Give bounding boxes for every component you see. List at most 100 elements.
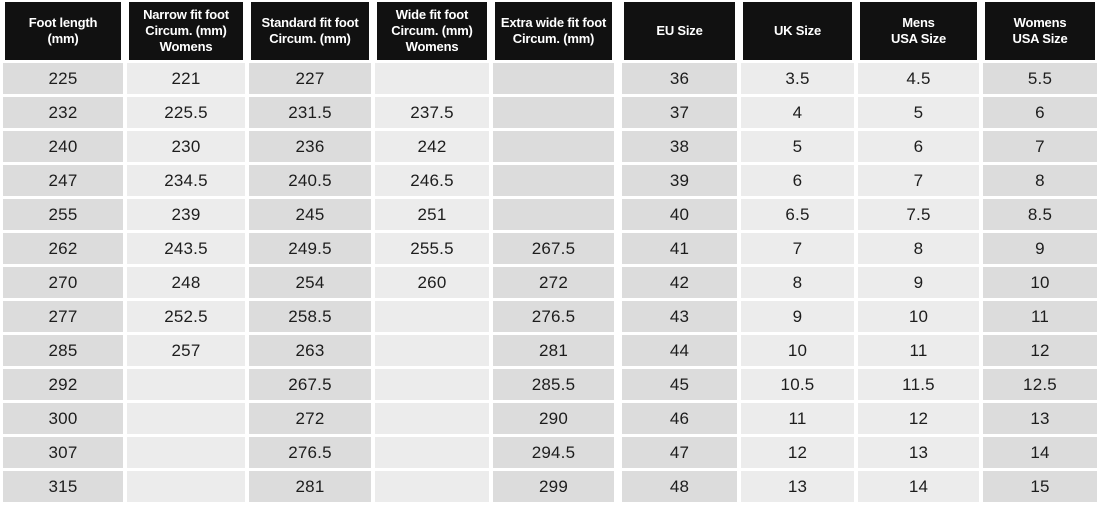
table-cell: 315 xyxy=(3,471,123,502)
table-cell xyxy=(375,301,489,332)
table-cell: 300 xyxy=(3,403,123,434)
table-cell: 234.5 xyxy=(127,165,245,196)
table-cell xyxy=(493,63,614,94)
table-cell: 246.5 xyxy=(375,165,489,196)
table-cell: 14 xyxy=(858,471,979,502)
table-cell: 248 xyxy=(127,267,245,298)
table-cell: 242 xyxy=(375,131,489,162)
table-cell: 10.5 xyxy=(741,369,854,400)
table-cell: 5.5 xyxy=(983,63,1097,94)
table-cell: 11 xyxy=(983,301,1097,332)
table-cell: 255.5 xyxy=(375,233,489,264)
table-cell: 276.5 xyxy=(493,301,614,332)
table-cell: 236 xyxy=(249,131,371,162)
table-cell xyxy=(127,403,245,434)
table-cell xyxy=(375,437,489,468)
table-cell: 240 xyxy=(3,131,123,162)
table-cell: 252.5 xyxy=(127,301,245,332)
table-cell xyxy=(375,471,489,502)
table-cell: 13 xyxy=(741,471,854,502)
table-cell: 257 xyxy=(127,335,245,366)
table-cell: 255 xyxy=(3,199,123,230)
table-cell xyxy=(375,63,489,94)
column-header-narrow-fit-circumference: Narrow fit foot Circum. (mm) Womens xyxy=(129,2,243,60)
table-cell: 290 xyxy=(493,403,614,434)
table-cell: 6 xyxy=(741,165,854,196)
column-header-eu-size: EU Size xyxy=(620,2,735,60)
table-cell: 5 xyxy=(858,97,979,128)
table-cell: 262 xyxy=(3,233,123,264)
table-cell xyxy=(375,369,489,400)
table-cell: 12 xyxy=(983,335,1097,366)
table-cell: 8 xyxy=(858,233,979,264)
column-header-uk-size: UK Size xyxy=(743,2,852,60)
table-cell: 272 xyxy=(493,267,614,298)
table-cell: 263 xyxy=(249,335,371,366)
table-cell: 227 xyxy=(249,63,371,94)
column-header-extra-wide-fit-circumference: Extra wide fit foot Circum. (mm) xyxy=(495,2,612,60)
table-cell: 36 xyxy=(618,63,737,94)
table-cell: 38 xyxy=(618,131,737,162)
table-cell: 6 xyxy=(858,131,979,162)
table-cell: 8 xyxy=(741,267,854,298)
table-cell: 230 xyxy=(127,131,245,162)
table-cell xyxy=(493,199,614,230)
table-cell: 247 xyxy=(3,165,123,196)
table-cell: 225.5 xyxy=(127,97,245,128)
table-cell: 14 xyxy=(983,437,1097,468)
table-cell: 40 xyxy=(618,199,737,230)
table-cell: 42 xyxy=(618,267,737,298)
table-cell: 281 xyxy=(493,335,614,366)
table-cell: 12.5 xyxy=(983,369,1097,400)
table-cell: 9 xyxy=(858,267,979,298)
table-cell: 8 xyxy=(983,165,1097,196)
table-cell: 11 xyxy=(858,335,979,366)
table-cell xyxy=(375,403,489,434)
table-cell: 9 xyxy=(741,301,854,332)
table-cell: 8.5 xyxy=(983,199,1097,230)
column-header-standard-fit-circumference: Standard fit foot Circum. (mm) xyxy=(251,2,369,60)
table-cell: 11 xyxy=(741,403,854,434)
table-cell: 45 xyxy=(618,369,737,400)
table-cell: 294.5 xyxy=(493,437,614,468)
table-cell: 10 xyxy=(858,301,979,332)
table-cell: 7.5 xyxy=(858,199,979,230)
table-cell xyxy=(493,131,614,162)
table-cell: 13 xyxy=(858,437,979,468)
table-cell: 272 xyxy=(249,403,371,434)
table-cell: 13 xyxy=(983,403,1097,434)
table-cell: 285 xyxy=(3,335,123,366)
table-cell: 4 xyxy=(741,97,854,128)
table-cell: 299 xyxy=(493,471,614,502)
table-cell xyxy=(493,165,614,196)
table-cell: 4.5 xyxy=(858,63,979,94)
table-cell: 10 xyxy=(741,335,854,366)
table-cell: 240.5 xyxy=(249,165,371,196)
table-cell: 232 xyxy=(3,97,123,128)
table-cell: 281 xyxy=(249,471,371,502)
table-cell: 231.5 xyxy=(249,97,371,128)
table-cell: 307 xyxy=(3,437,123,468)
table-cell: 267.5 xyxy=(249,369,371,400)
table-cell: 5 xyxy=(741,131,854,162)
table-cell: 44 xyxy=(618,335,737,366)
table-cell: 47 xyxy=(618,437,737,468)
table-cell: 276.5 xyxy=(249,437,371,468)
table-cell: 243.5 xyxy=(127,233,245,264)
table-cell: 11.5 xyxy=(858,369,979,400)
table-cell: 37 xyxy=(618,97,737,128)
table-cell: 292 xyxy=(3,369,123,400)
table-cell: 43 xyxy=(618,301,737,332)
table-cell: 7 xyxy=(983,131,1097,162)
column-header-mens-usa-size: Mens USA Size xyxy=(860,2,977,60)
table-cell: 260 xyxy=(375,267,489,298)
table-cell: 9 xyxy=(983,233,1097,264)
table-cell: 6 xyxy=(983,97,1097,128)
table-cell: 46 xyxy=(618,403,737,434)
table-cell: 41 xyxy=(618,233,737,264)
table-cell xyxy=(127,369,245,400)
table-cell: 3.5 xyxy=(741,63,854,94)
table-cell xyxy=(127,437,245,468)
table-cell: 254 xyxy=(249,267,371,298)
table-cell: 221 xyxy=(127,63,245,94)
